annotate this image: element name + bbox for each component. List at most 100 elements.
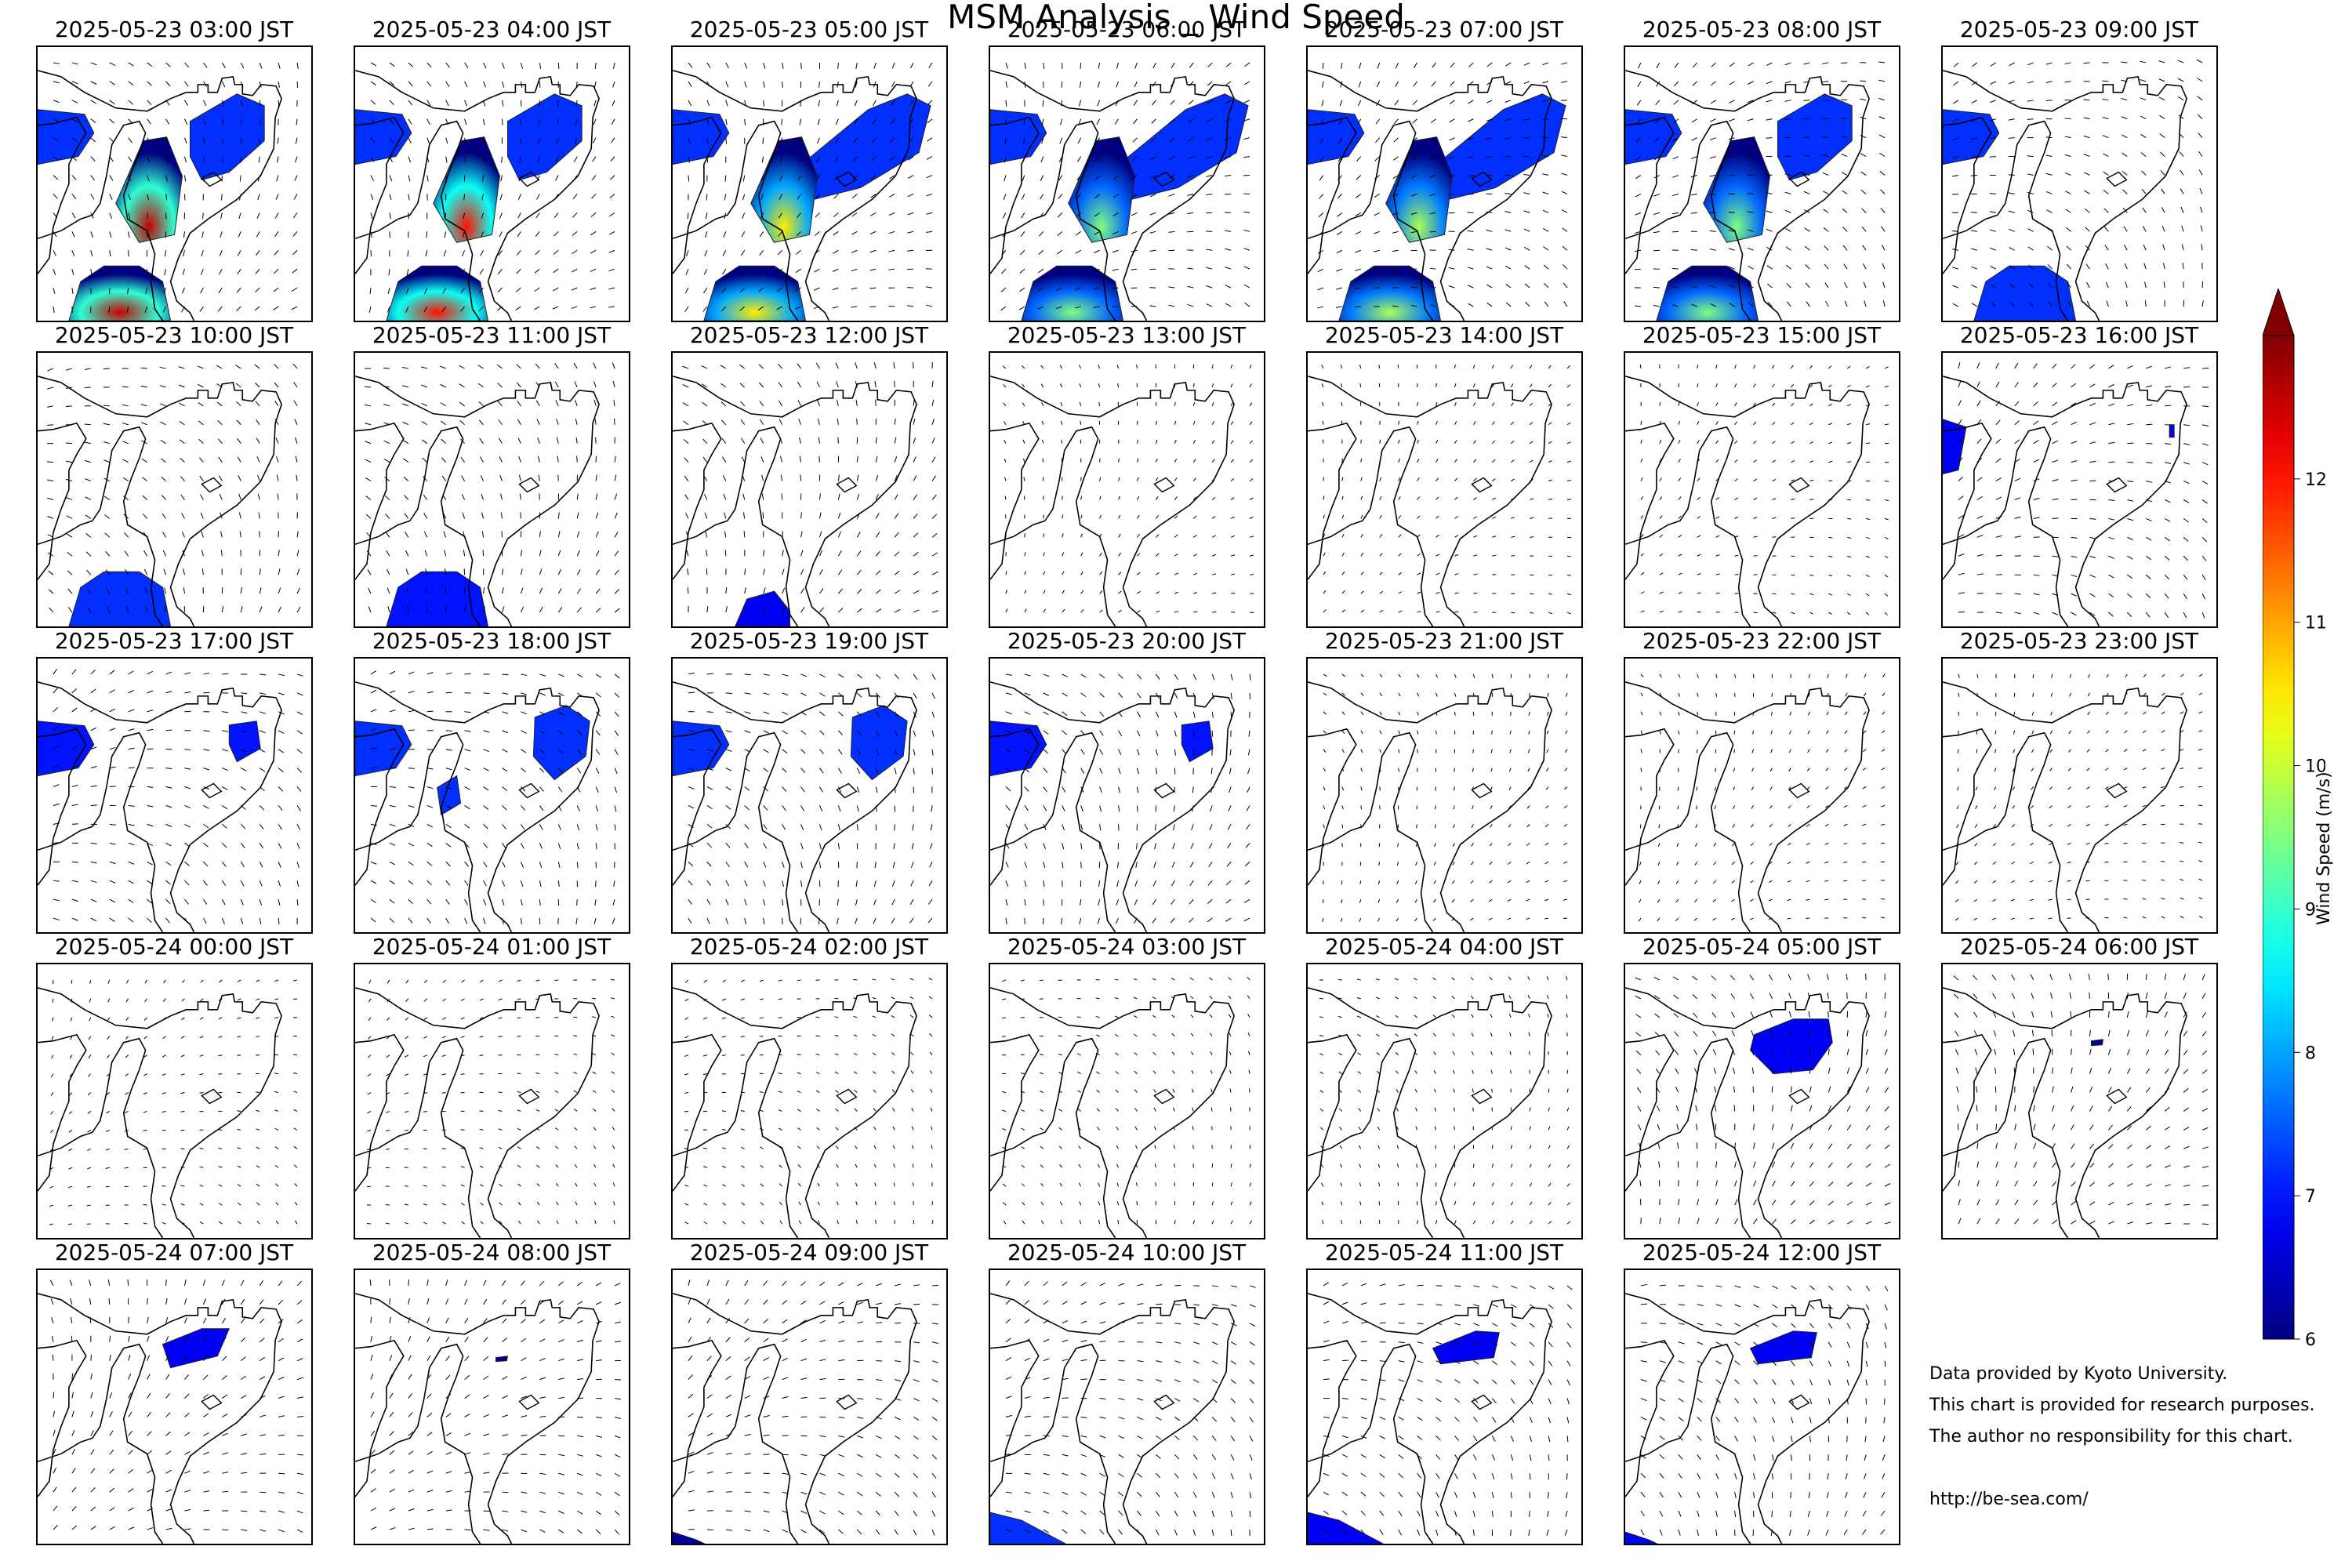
wind-region-bay: [1436, 93, 1566, 201]
coastline: [1625, 1293, 1870, 1544]
wind-map: [38, 1279, 304, 1544]
wind-map: [990, 364, 1254, 626]
coastline: [990, 731, 1116, 932]
wind-region-south: [386, 571, 489, 626]
panel-title: 2025-05-24 04:00 JST: [1324, 934, 1564, 960]
map-panel: [354, 351, 630, 628]
island: [518, 1394, 540, 1410]
panel-title: 2025-05-24 10:00 JST: [1007, 1240, 1247, 1265]
coastline: [673, 1037, 799, 1238]
coastline: [1308, 422, 1357, 580]
map-panel: [671, 963, 948, 1240]
island: [1153, 1394, 1175, 1410]
wind-region-south-small: [735, 590, 791, 626]
island: [1788, 1394, 1810, 1410]
coastline: [1943, 70, 2187, 321]
panel-title: 2025-05-23 18:00 JST: [372, 628, 612, 654]
coastline: [38, 1343, 164, 1544]
coastline: [990, 426, 1116, 626]
coastline: [990, 120, 1116, 321]
wind-region-south: [1021, 265, 1124, 321]
wind-map: [38, 62, 299, 321]
coastline: [355, 70, 600, 321]
coastline: [38, 70, 282, 321]
map-panel: [989, 1269, 1265, 1545]
coastline: [1943, 120, 2069, 321]
map-panel: [354, 1269, 630, 1545]
island: [201, 1394, 223, 1410]
island: [836, 1394, 858, 1410]
coastline: [38, 426, 164, 626]
coastline: [1308, 681, 1552, 932]
wind-region-west: [1943, 109, 2000, 165]
wind-vectors: [1639, 364, 1889, 615]
wind-region-south: [1973, 265, 2077, 321]
coastline: [990, 1037, 1116, 1238]
map-panel: [989, 351, 1265, 628]
footer-line-3: The author no responsibility for this ch…: [1929, 1427, 2293, 1446]
wind-region-bay: [1118, 93, 1249, 201]
island: [201, 1088, 223, 1105]
coastline: [1625, 1343, 1751, 1544]
coastline: [673, 376, 917, 626]
wind-map: [673, 361, 938, 626]
coastline: [673, 1339, 722, 1497]
panel-title: 2025-05-23 23:00 JST: [1959, 628, 2199, 654]
map-panel: [36, 351, 313, 628]
wind-map: [1625, 673, 1886, 932]
wind-map: [990, 976, 1253, 1238]
map-panel: [671, 657, 948, 934]
island: [201, 171, 223, 187]
wind-region-east-small: [1181, 720, 1214, 763]
map-panel: [989, 45, 1265, 322]
wind-region-west: [673, 720, 730, 777]
wind-vectors: [1634, 61, 1886, 307]
panel-title: 2025-05-24 00:00 JST: [54, 934, 294, 960]
coastline: [1943, 987, 2187, 1238]
coastline: [38, 1037, 164, 1238]
wind-map: [355, 1279, 622, 1544]
island: [1153, 1088, 1175, 1105]
colorbar-tick-label: 11: [2305, 614, 2325, 633]
wind-vectors: [1317, 62, 1568, 309]
wind-region-bay-head: [189, 93, 265, 181]
map-panel: [671, 351, 948, 628]
footer-url: http://be-sea.com/: [1929, 1490, 2089, 1509]
coastline: [1625, 731, 1751, 932]
island: [1471, 1394, 1493, 1410]
panel-title: 2025-05-24 09:00 JST: [689, 1240, 929, 1265]
wind-vectors: [1958, 362, 2209, 619]
wind-map: [1943, 673, 2203, 932]
coastline: [1625, 116, 1675, 274]
wind-region-bay-head: [506, 93, 583, 181]
wind-map: [355, 978, 615, 1238]
wind-vectors: [682, 361, 938, 613]
wind-vectors: [688, 672, 936, 925]
wind-vectors: [1955, 673, 2203, 921]
coastline: [1625, 1033, 1675, 1192]
panel-title: 2025-05-24 03:00 JST: [1007, 934, 1247, 960]
coastline: [355, 728, 405, 886]
coastline: [990, 376, 1235, 626]
coastline: [355, 1037, 481, 1238]
coastline: [673, 1293, 917, 1544]
wind-region-west: [38, 720, 95, 777]
island: [1153, 477, 1175, 493]
map-panel: [1306, 657, 1583, 934]
wind-vectors: [1000, 62, 1250, 311]
map-panel: [1306, 963, 1583, 1240]
island: [1788, 171, 1810, 187]
coastline: [1943, 422, 1992, 580]
wind-vectors: [366, 978, 615, 1225]
wind-region-east-small: [228, 720, 261, 763]
wind-region-dot-top-left: [495, 1356, 509, 1363]
wind-region-west: [355, 720, 412, 777]
wind-region-dot: [2169, 424, 2175, 438]
wind-vectors: [1638, 673, 1886, 922]
island: [836, 782, 858, 799]
coastline: [1308, 1343, 1434, 1544]
coastline: [1943, 728, 1992, 886]
colorbar-tick-label: 10: [2305, 757, 2325, 777]
wind-map: [990, 673, 1251, 932]
map-panel: [1624, 45, 1900, 322]
